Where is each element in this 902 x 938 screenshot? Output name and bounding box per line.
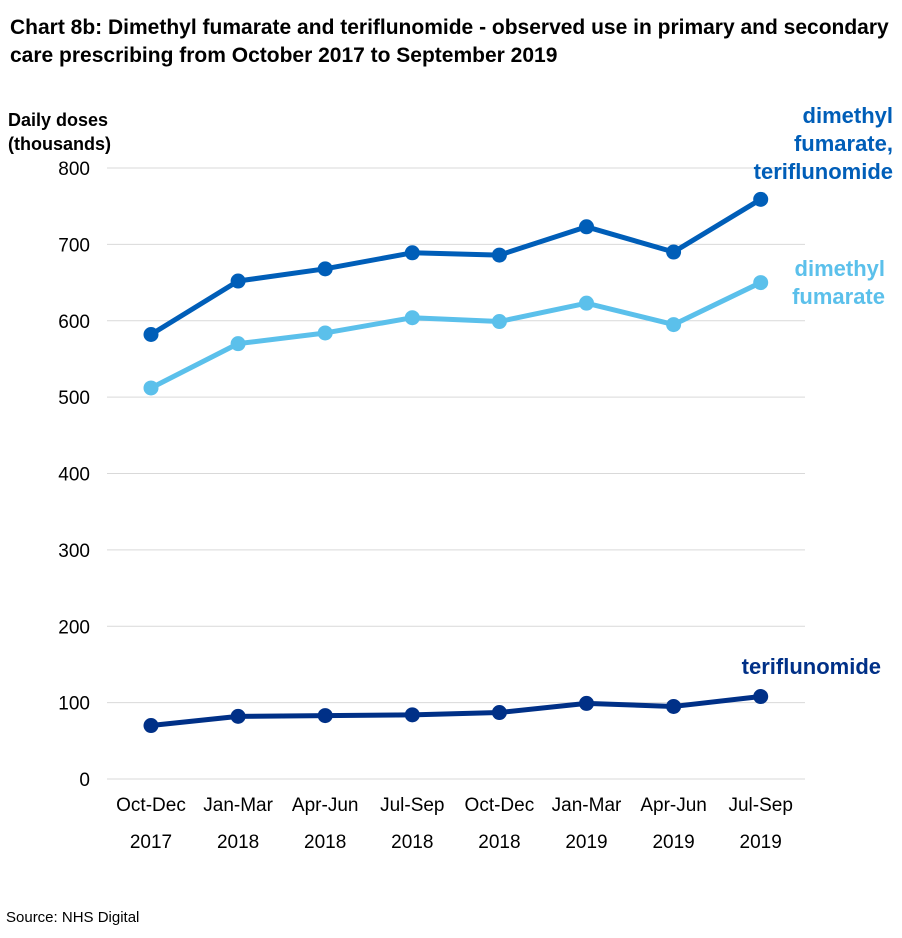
x-tick-label-year: 2019 <box>652 832 694 853</box>
chart-title: Chart 8b: Dimethyl fumarate and teriflun… <box>10 16 889 67</box>
x-tick-label-year: 2017 <box>130 832 172 853</box>
data-point <box>491 247 507 263</box>
data-point <box>143 326 159 342</box>
data-point <box>404 245 420 261</box>
x-tick-label-period: Apr-Jun <box>640 795 707 816</box>
data-point <box>753 275 769 291</box>
series-label-line: teriflunomide <box>742 654 881 679</box>
data-point <box>579 219 594 235</box>
series-label: dimethyl fumarate, teriflunomide <box>754 103 893 184</box>
y-tick-label: 200 <box>58 617 90 638</box>
series-0 <box>143 191 769 342</box>
series-label-line: dimethyl <box>795 256 885 281</box>
x-tick-label-period: Oct-Dec <box>465 795 535 816</box>
x-tick-label-period: Oct-Dec <box>116 795 186 816</box>
series-label-line: dimethyl <box>803 103 893 128</box>
x-tick-label-period: Jan-Mar <box>203 795 273 816</box>
series-labels: dimethyl fumarate, teriflunomide dimethyl fu… <box>742 103 893 679</box>
data-point <box>753 689 769 705</box>
y-tick-label: 500 <box>58 388 90 409</box>
data-point <box>404 707 420 723</box>
series-line <box>149 280 762 391</box>
data-point <box>230 273 246 289</box>
gridlines <box>107 167 805 780</box>
x-tick-label-period: Jul-Sep <box>380 795 444 816</box>
line-chart: 0 100 200 300 400 500 600 700 800 Oct-Dec 2017 Jan… <box>58 103 893 853</box>
x-tick-label-year: 2018 <box>478 832 520 853</box>
data-point <box>579 695 594 711</box>
series-label: teriflunomide <box>742 654 881 679</box>
x-tick-label-year: 2019 <box>740 832 782 853</box>
series-2 <box>143 689 769 734</box>
y-tick-label: 600 <box>58 312 90 333</box>
x-tick-label-period: Jan-Mar <box>552 795 622 816</box>
series-line <box>150 694 761 729</box>
data-point <box>404 310 420 326</box>
series-label: dimethyl fumarate <box>792 256 885 309</box>
x-tick-label-year: 2018 <box>304 832 346 853</box>
source-note: Source: NHS Digital <box>6 909 140 926</box>
series-label-line: fumarate <box>792 284 885 309</box>
y-axis-ticks: 0 100 200 300 400 500 600 700 800 <box>58 159 90 791</box>
data-point <box>230 336 246 352</box>
data-point <box>491 314 507 330</box>
y-tick-label: 400 <box>58 465 90 486</box>
y-tick-label: 700 <box>58 235 90 256</box>
data-point <box>230 708 246 724</box>
y-tick-label: 800 <box>58 159 90 180</box>
y-tick-label: 0 <box>79 770 90 791</box>
data-point <box>143 718 159 734</box>
y-axis-label-line-2: (thousands) <box>8 134 111 154</box>
data-point <box>491 705 507 721</box>
y-tick-label: 100 <box>58 694 90 715</box>
data-point <box>579 295 594 311</box>
data-point <box>143 380 159 396</box>
x-tick-label-year: 2018 <box>391 832 433 853</box>
data-point <box>753 191 769 207</box>
data-point <box>317 261 333 277</box>
data-point <box>666 244 682 260</box>
data-point <box>666 317 682 333</box>
x-tick-label-period: Jul-Sep <box>728 795 792 816</box>
x-tick-label-period: Apr-Jun <box>292 795 359 816</box>
data-point <box>317 708 333 724</box>
data-point <box>317 325 333 341</box>
y-axis-label: Daily doses (thousands) <box>8 108 111 156</box>
series-lines <box>143 191 769 734</box>
series-line <box>149 197 762 337</box>
x-tick-label-year: 2018 <box>217 832 259 853</box>
y-tick-label: 300 <box>58 541 90 562</box>
series-1 <box>143 275 769 396</box>
series-label-line: teriflunomide <box>754 159 893 184</box>
x-axis-ticks: Oct-Dec 2017 Jan-Mar 2018 Apr-Jun 2018 Jul-Sep… <box>116 795 793 853</box>
x-tick-label-year: 2019 <box>565 832 607 853</box>
data-point <box>666 698 682 714</box>
series-label-line: fumarate, <box>794 131 893 156</box>
y-axis-label-line-1: Daily doses <box>8 110 109 130</box>
